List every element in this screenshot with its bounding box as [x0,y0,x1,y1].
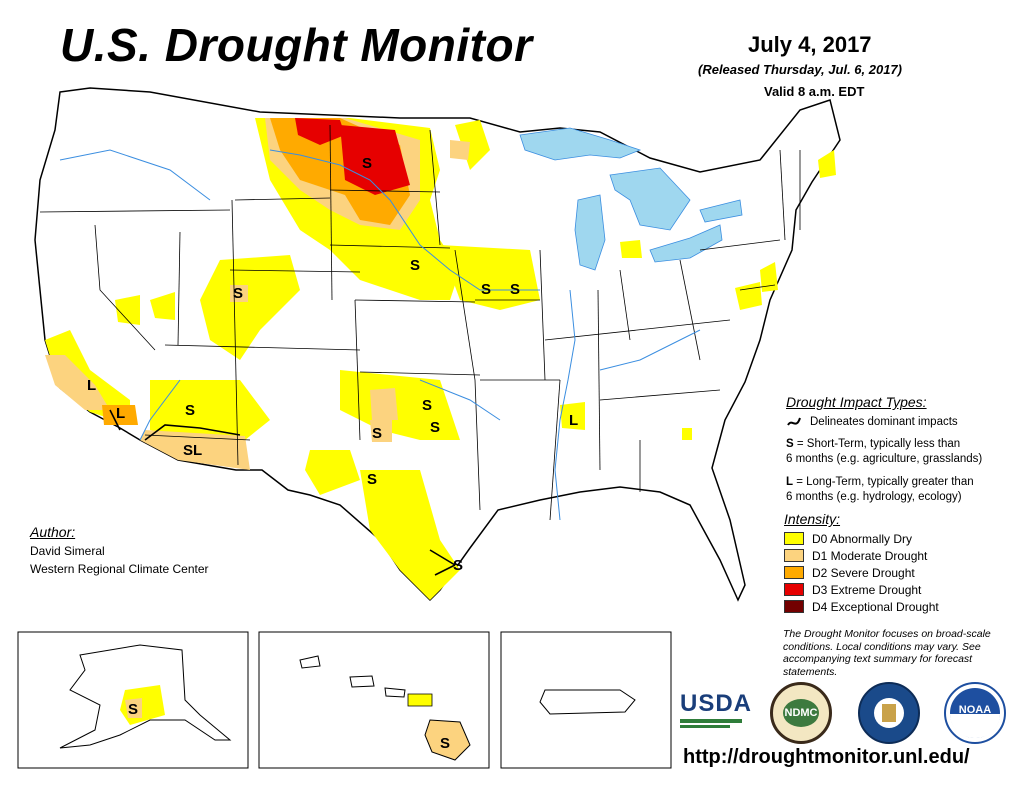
impact-types-heading: Drought Impact Types: [786,394,927,410]
label-s-oklahoma-2: S [430,419,440,436]
hawaii-shapes [299,655,406,698]
intensity-legend: D0 Abnormally Dry D1 Moderate Drought D2 S… [784,530,939,615]
label-s-oklahoma-1: S [422,397,432,414]
intensity-label: D0 Abnormally Dry [812,531,913,546]
impact-long-term: L = Long-Term, typically greater than 6 … [786,475,974,505]
impact-short-term: S = Short-Term, typically less than 6 mo… [786,437,982,467]
state-borders [39,124,801,521]
ndmc-logo-text: NDMC [784,707,818,719]
author-heading: Author: [30,524,76,540]
long-term-text-1: = Long-Term, typically greater than [796,476,974,488]
valid-time: Valid 8 a.m. EDT [764,84,865,99]
label-sl-arizona: SL [183,442,202,459]
label-s-montana: S [362,155,372,172]
impact-lines [109,409,456,576]
intensity-swatch [784,583,804,596]
noaa-logo-text: NOAA [958,704,992,716]
label-l-california-1: L [87,377,96,394]
puerto-rico-shape [539,689,636,715]
great-lakes [519,127,743,271]
intensity-swatch [784,566,804,579]
map-date: July 4, 2017 [748,32,872,57]
label-s-hawaii: S [440,735,450,752]
intensity-row: D2 Severe Drought [784,564,939,581]
short-term-key: S [786,438,794,450]
usda-logo: USDA [680,690,753,730]
label-l-california-2: L [116,405,125,422]
usda-logo-text: USDA [680,690,753,717]
intensity-label: D1 Moderate Drought [812,548,928,563]
map-title: U.S. Drought Monitor [60,19,533,71]
intensity-swatch [784,549,804,562]
label-s-utah: S [233,285,243,302]
intensity-label: D3 Extreme Drought [812,582,922,597]
hawaii-inset [258,631,490,769]
label-s-texas-coast: S [453,557,463,574]
website-url[interactable]: http://droughtmonitor.unl.edu/ [683,746,970,768]
intensity-row: D0 Abnormally Dry [784,530,939,547]
impact-dominant-text: Delineates dominant impacts [810,416,958,428]
label-s-iowa-2: S [510,281,520,298]
intensity-swatch [784,600,804,613]
label-s-texas-n: S [372,425,382,442]
noaa-logo: NOAA [944,682,1006,744]
intensity-heading: Intensity: [784,511,841,527]
long-term-key: L [786,476,794,488]
long-term-text-2: 6 months (e.g. hydrology, ecology) [786,491,962,503]
hawaii-d0 [407,693,433,707]
alaska-drought-d1 [125,698,142,718]
author-organization: Western Regional Climate Center [30,562,209,576]
commerce-seal [858,682,920,744]
intensity-label: D4 Exceptional Drought [812,599,939,614]
label-s-iowa-1: S [481,281,491,298]
intensity-swatch [784,532,804,545]
label-s-arizona: S [185,402,195,419]
intensity-row: D4 Exceptional Drought [784,598,939,615]
d3-areas [295,118,410,195]
ndmc-logo: NDMC [770,682,832,744]
short-term-text-2: 6 months (e.g. agriculture, grasslands) [786,453,983,465]
puerto-rico-inset [500,631,672,769]
intensity-row: D1 Moderate Drought [784,547,939,564]
label-l-mississippi: L [569,412,578,429]
hawaii-big-island [424,719,471,761]
release-date: (Released Thursday, Jul. 6, 2017) [698,62,902,77]
drought-monitor-note: The Drought Monitor focuses on broad-sca… [783,628,991,678]
intensity-label: D2 Severe Drought [812,565,915,580]
label-s-nebraska: S [410,257,420,274]
short-term-text-1: = Short-Term, typically less than [796,438,961,450]
alaska-inset [17,631,249,769]
label-s-alaska: S [128,701,138,718]
rivers [59,149,701,521]
impact-line-icon [787,417,801,426]
label-s-texas-w: S [367,471,377,488]
author-name: David Simeral [30,544,105,558]
intensity-row: D3 Extreme Drought [784,581,939,598]
